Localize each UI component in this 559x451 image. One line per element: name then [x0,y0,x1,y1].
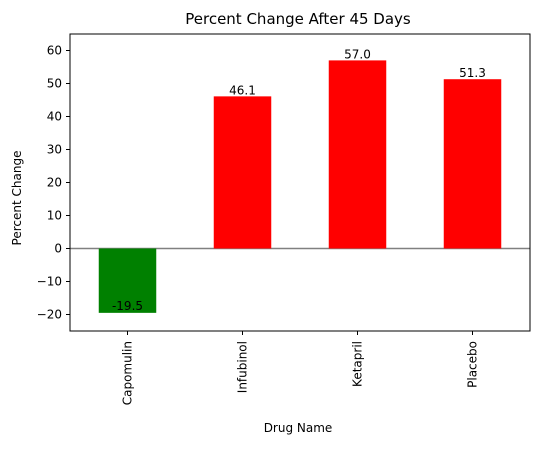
y-tick-label: 10 [47,209,62,223]
bar-infubinol [213,96,272,249]
y-tick-label: 0 [54,242,62,256]
x-tick-label: Capomulin [121,341,135,405]
x-tick-label: Ketapril [351,341,365,387]
x-tick-label: Infubinol [236,341,250,393]
y-tick-label: 60 [47,44,62,58]
y-tick-label: −10 [37,275,62,289]
data-label-ketapril: 57.0 [344,47,371,61]
y-tick-label: −20 [37,308,62,322]
y-tick-label: 20 [47,176,62,190]
data-label-infubinol: 46.1 [229,83,256,97]
bar-ketapril [328,60,387,249]
plot-area: -19.5 46.1 57.0 51.3 −20 −10 0 10 20 30 40 50 60 Capo… [37,33,531,405]
chart-title: Percent Change After 45 Days [185,10,411,28]
y-axis-label: Percent Change [10,151,24,246]
bar-capomulin [98,248,157,313]
bar-placebo [443,79,502,249]
y-tick-label: 30 [47,143,62,157]
data-label-placebo: 51.3 [459,66,486,80]
y-tick-label: 40 [47,110,62,124]
x-tick-label: Placebo [466,341,480,388]
y-tick-label: 50 [47,77,62,91]
x-axis-label: Drug Name [264,421,333,435]
data-label-capomulin: -19.5 [112,299,143,313]
